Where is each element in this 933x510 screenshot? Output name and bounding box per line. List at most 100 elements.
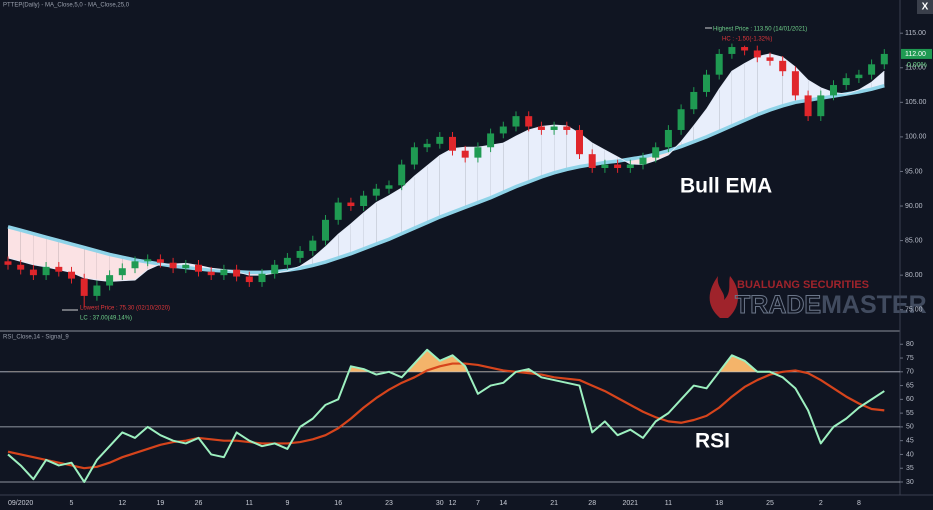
x-tick-label: 28 <box>588 500 596 507</box>
ma-fill <box>414 165 428 229</box>
y-tick-label: 75 <box>906 355 914 362</box>
ma-fill <box>719 71 732 132</box>
candle-body <box>17 264 25 270</box>
x-tick-label: 19 <box>157 500 165 507</box>
y-tick-label: 110.00 <box>905 65 926 72</box>
candle-body <box>639 157 647 165</box>
candle-body <box>791 71 799 96</box>
candle-body <box>779 60 787 72</box>
y-tick-label: 40 <box>906 451 914 458</box>
ma-fill <box>465 147 478 208</box>
ma-fill <box>871 71 885 90</box>
close-button-label[interactable]: X <box>922 2 929 13</box>
ma-fill <box>744 56 758 121</box>
ma-fill <box>757 53 770 115</box>
ma-fill <box>516 129 529 187</box>
candle-body <box>55 266 63 272</box>
candle-body <box>855 74 863 79</box>
candle-body <box>207 271 215 276</box>
y-tick-label: 115.00 <box>905 30 926 37</box>
y-tick-label: 80.00 <box>905 272 923 279</box>
candle-body <box>449 136 456 151</box>
ma-fill <box>541 125 555 177</box>
x-tick-label: 8 <box>857 500 861 507</box>
ma-fill <box>706 89 720 137</box>
y-tick-label: 105.00 <box>905 99 927 106</box>
candle-body <box>436 136 444 144</box>
candle-body <box>804 95 812 117</box>
ma-fill <box>312 246 326 266</box>
x-tick-label: 12 <box>118 500 126 507</box>
overbought-area <box>8 349 885 372</box>
watermark-brand: BUALUANG SECURITIES <box>737 279 869 291</box>
candle-body <box>563 126 571 130</box>
ma-fill <box>604 150 618 163</box>
ma-fill <box>554 125 567 173</box>
ma-fill <box>731 63 745 126</box>
ma-fill <box>503 136 516 193</box>
y-tick-label: 95.00 <box>905 168 923 175</box>
bull-ema-label: Bull EMA <box>680 175 772 198</box>
candle-body <box>423 143 431 148</box>
highest-change: HC : -1.50(-1.32%) <box>722 37 772 43</box>
candle-body <box>499 126 507 134</box>
candle-body <box>296 250 304 258</box>
candle-body <box>220 269 228 276</box>
rsi-header: RSI_Close,14 - Signal_9 <box>3 335 69 341</box>
candle-body <box>677 109 685 130</box>
candle-body <box>169 262 177 269</box>
y-tick-label: 100.00 <box>905 134 927 141</box>
rsi-pane: 30 35 40 45 50 55 60 65 70 75 80 <box>0 341 914 486</box>
ma-fill <box>389 188 402 240</box>
candle-body <box>233 269 241 277</box>
logo <box>709 276 739 318</box>
lowest-price: Lowest Price : 75.30 (02/10/2020) <box>80 306 170 312</box>
price-pane: 75.00 80.00 85.00 90.00 95.00 100.00 105.00 110… <box>4 30 932 314</box>
candle-body <box>614 164 622 168</box>
ma-fill <box>338 223 351 258</box>
x-tick-label: 25 <box>766 500 774 507</box>
ma-fill <box>71 244 85 278</box>
x-tick-label: 09/2020 <box>8 500 33 507</box>
candle-body <box>728 47 736 54</box>
candle-body <box>880 53 888 65</box>
ma-fill <box>84 247 97 280</box>
candle-body <box>410 147 418 165</box>
watermark-part: MASTER <box>821 291 927 319</box>
ma-fill <box>808 80 821 101</box>
candle-body <box>334 202 342 220</box>
candle-body <box>347 202 355 207</box>
candle-body <box>283 257 291 265</box>
x-tick-label: 30 <box>436 500 444 507</box>
slow-ma-line <box>7 84 885 275</box>
candle-body <box>80 278 88 296</box>
y-tick-label: 85.00 <box>905 237 923 244</box>
highest-price: Highest Price : 113.50 (14/01/2021) <box>713 27 807 33</box>
candle-body <box>131 261 139 269</box>
last-price-box <box>901 48 932 59</box>
candle-body <box>322 219 329 241</box>
candle-body <box>106 275 114 286</box>
y-tick-label: 50 <box>906 424 914 431</box>
x-tick-label: 14 <box>499 500 507 507</box>
candle-body <box>652 147 660 158</box>
candle-body <box>271 264 279 274</box>
fast-ma-line <box>7 53 885 282</box>
watermark: BUALUANG SECURITIES TRADEMASTER <box>709 276 927 319</box>
ma-fill <box>401 176 415 234</box>
candle-body <box>245 276 253 283</box>
signal-line <box>7 362 885 470</box>
candle-body <box>372 188 380 196</box>
candle-body <box>68 271 75 279</box>
ma-fill <box>8 226 21 262</box>
rsi-line <box>7 348 885 483</box>
candle-body <box>42 266 50 276</box>
close-button[interactable] <box>917 0 933 14</box>
ma-fill <box>96 250 110 282</box>
candle-body <box>258 273 266 283</box>
candle-body <box>512 116 520 127</box>
x-tick-label: 23 <box>385 500 393 507</box>
candle-body <box>664 129 672 148</box>
